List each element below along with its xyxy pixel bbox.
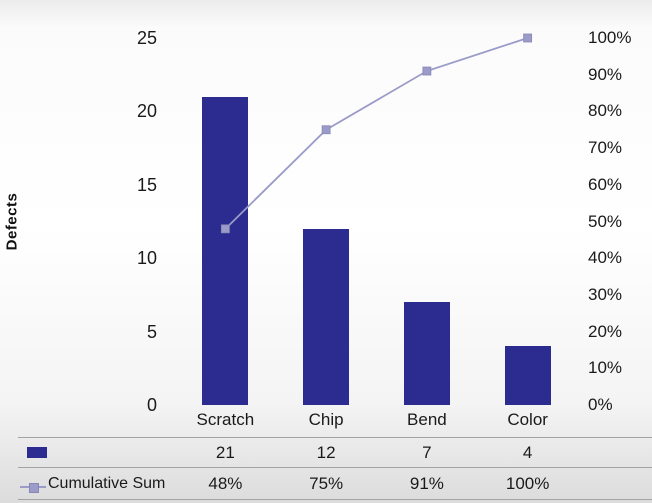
defects-value-scratch: 21 [215,443,235,462]
left-axis-tick: 10 [136,248,157,269]
defects-value-chip: 12 [316,443,336,462]
cumulative-sum-label: Cumulative Sum [48,475,166,492]
cumulative-value-chip: 75% [309,474,344,493]
left-axis-tick: 25 [136,28,157,48]
cumulative-legend-marker-icon [20,483,46,493]
table-divider-bottom [18,499,652,500]
line-marker-color [523,33,533,43]
right-axis-tick: 0% [588,395,613,414]
cumulative-value-color: 100% [505,474,550,493]
defects-value-bend: 7 [422,443,432,462]
category-label-color: Color [507,410,548,429]
right-axis-tick: 50% [588,211,623,231]
bar-bend [403,302,450,405]
right-axis-tick: 30% [588,284,623,304]
bar-scratch [202,96,249,405]
table-divider-top [18,437,652,438]
right-axis-tick: 90% [588,64,623,84]
right-axis-tick: 10% [588,358,623,378]
defects-value-color: 4 [522,443,533,462]
line-marker-chip [321,125,331,135]
right-axis-tick: 60% [588,174,623,194]
category-label-bend: Bend [407,410,447,429]
right-axis-tick: 20% [588,321,623,341]
right-axis-tick: 80% [588,101,623,121]
right-axis-tick: 40% [588,248,623,268]
category-label-scratch: Scratch [196,410,255,429]
left-axis-tick: 15 [136,174,157,195]
bar-chip [303,228,350,405]
cumulative-value-scratch: 48% [208,474,243,493]
table-divider-middle [18,467,652,468]
legend-square-marker [29,483,39,493]
defects-legend-swatch-icon [27,447,47,458]
left-axis-tick: 5 [146,321,157,342]
left-axis-tick: 20 [136,101,157,122]
left-axis-tick: 0 [146,395,157,415]
bar-color [504,346,551,405]
right-axis-tick: 100% [588,28,632,47]
category-label-chip: Chip [308,410,344,429]
cumulative-value-bend: 91% [409,474,444,493]
right-axis-tick: 70% [588,138,623,158]
line-marker-bend [422,66,432,76]
